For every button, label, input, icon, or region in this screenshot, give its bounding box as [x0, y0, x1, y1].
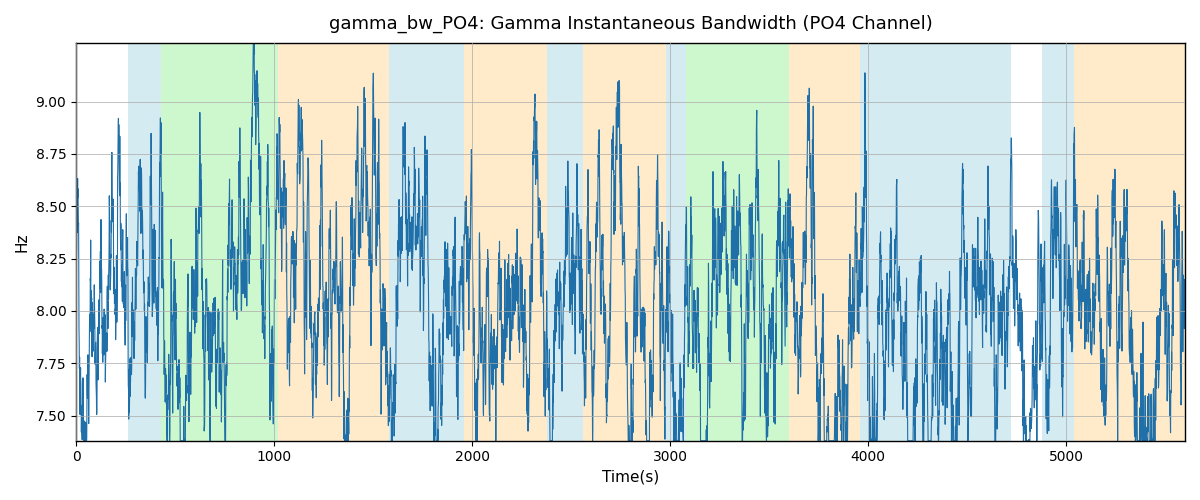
Bar: [860, 43, 1010, 440]
Bar: [389, 43, 464, 440]
Bar: [278, 43, 389, 440]
Bar: [1074, 43, 1184, 440]
Bar: [686, 43, 788, 440]
Y-axis label: Hz: Hz: [14, 232, 30, 252]
Bar: [666, 43, 686, 440]
Bar: [583, 43, 666, 440]
Bar: [127, 43, 161, 440]
Bar: [464, 43, 547, 440]
Bar: [547, 43, 583, 440]
Title: gamma_bw_PO4: Gamma Instantaneous Bandwidth (PO4 Channel): gamma_bw_PO4: Gamma Instantaneous Bandwi…: [329, 15, 932, 34]
Bar: [1043, 43, 1074, 440]
Bar: [788, 43, 860, 440]
Bar: [161, 43, 278, 440]
X-axis label: Time(s): Time(s): [602, 470, 659, 485]
